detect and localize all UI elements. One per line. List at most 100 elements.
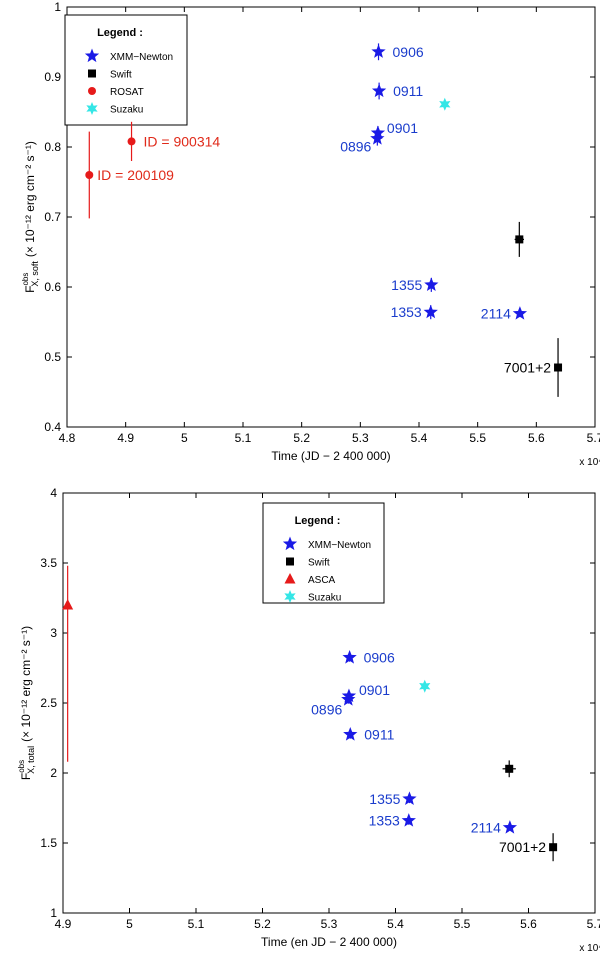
x-tick-label: 5: [126, 917, 133, 931]
data-point: 7001+2: [499, 833, 558, 862]
data-label: 0896: [340, 139, 371, 155]
data-point: 0906: [371, 43, 424, 61]
x-tick-label: 4.9: [55, 917, 72, 931]
y-axis-label-main: F: [23, 286, 37, 293]
y-tick-label: 0.6: [44, 280, 61, 294]
data-point: 2114: [481, 306, 528, 322]
y-tick-label: 3.5: [40, 556, 57, 570]
y-axis-label: FobsX, total (× 10⁻¹² erg cm⁻² s⁻¹): [17, 626, 36, 780]
data-label: ID = 900314: [144, 133, 221, 149]
marker-star: [423, 304, 438, 319]
y-axis-label-sub: X, total: [26, 746, 36, 774]
x-axis-label: Time (JD − 2 400 000): [271, 449, 390, 463]
data-point: 1355: [391, 277, 439, 293]
x-axis-multiplier: x 10⁴: [579, 457, 600, 468]
marker-triangle: [62, 599, 74, 610]
data-label: 1353: [391, 304, 422, 320]
data-point: 2114: [471, 820, 518, 836]
y-axis-label-units: (× 10⁻¹² erg cm⁻² s⁻¹): [19, 626, 33, 742]
marker-square: [515, 235, 524, 244]
y-axis-label-sup: obs: [17, 760, 26, 773]
data-point: 0896: [340, 131, 385, 155]
data-point: 0911: [371, 82, 423, 100]
marker-star: [371, 44, 386, 58]
x-tick-label: 5.4: [387, 917, 404, 931]
data-point: ID = 200109: [85, 131, 174, 219]
x-tick-label: 5.3: [352, 431, 369, 445]
data-point: 1355: [369, 791, 417, 807]
data-point: [439, 97, 451, 111]
legend: Legend : XMM−Newton Swift ROSAT Suzaku: [64, 14, 188, 126]
x-tick-label: 4.9: [117, 431, 134, 445]
legend-marker-triangle: [284, 573, 296, 584]
data-label: 7001+2: [504, 360, 551, 376]
x-tick-label: 5.7: [587, 917, 600, 931]
marker-square: [549, 843, 558, 852]
marker-circle: [85, 171, 94, 179]
data-point: [62, 565, 74, 762]
data-label: 0896: [311, 702, 342, 718]
data-point: [514, 221, 525, 257]
y-axis-label-sup: obs: [21, 273, 30, 286]
legend-marker-star6: [284, 590, 296, 603]
data-point: 0911: [343, 727, 395, 743]
y-tick-label: 0.7: [44, 210, 61, 224]
y-tick-label: 4: [50, 486, 57, 500]
marker-star6: [439, 97, 451, 111]
data-label: 0911: [364, 727, 394, 743]
data-label: 0906: [393, 44, 424, 60]
legend-marker-square: [88, 69, 96, 78]
marker-star: [370, 131, 385, 145]
legend-title: Legend :: [97, 27, 143, 39]
x-tick-label: 5.6: [520, 917, 537, 931]
x-tick-label: 5.5: [454, 917, 471, 931]
legend-box: [262, 502, 385, 604]
data-label: 0901: [359, 682, 390, 698]
data-label: ID = 200109: [97, 167, 174, 183]
x-tick-label: 5.5: [469, 431, 486, 445]
y-axis-label-units: (× 10⁻¹² erg cm⁻² s⁻¹): [23, 141, 37, 257]
y-axis-label-main: F: [19, 773, 33, 780]
data-label: 2114: [481, 306, 511, 322]
marker-star: [343, 727, 358, 741]
y-axis-label-sub: X, soft: [30, 261, 40, 287]
legend-marker-square: [286, 557, 294, 566]
y-tick-label: 1.5: [40, 836, 57, 850]
x-tick-label: 5.3: [321, 917, 338, 931]
y-tick-label: 0.9: [44, 70, 61, 84]
marker-square: [505, 764, 514, 773]
data-point: [419, 679, 431, 693]
y-tick-label: 0.4: [44, 420, 61, 434]
chart-panel-1: 4.8 4.9 5 5.1 5.2 5.3 5.4 5.5 5.6 5.7 0.4 0.5 0.6 0.7…: [21, 0, 600, 468]
marker-square: [554, 363, 563, 372]
data-point: 1353: [391, 304, 438, 320]
data-label: 0906: [364, 650, 395, 666]
data-label: 1355: [369, 791, 400, 807]
y-tick-label: 2: [50, 766, 57, 780]
y-tick-label: 1: [54, 0, 61, 14]
x-tick-label: 4.8: [59, 431, 76, 445]
x-axis-multiplier: x 10⁴: [579, 943, 600, 954]
marker-star: [502, 820, 518, 834]
legend-label: XMM−Newton: [110, 52, 173, 63]
x-tick-label: 5.6: [528, 431, 545, 445]
y-tick-label: 0.8: [44, 140, 61, 154]
marker-star: [401, 813, 416, 827]
data-point: 0906: [342, 650, 395, 666]
x-tick-label: 5.2: [293, 431, 310, 445]
x-tick-label: 5.7: [587, 431, 600, 445]
legend: Legend : XMM−Newton Swift ASCA Suzaku: [262, 502, 385, 604]
y-tick-label: 3: [50, 626, 57, 640]
legend-label: Swift: [110, 70, 132, 81]
legend-label: ROSAT: [110, 87, 144, 98]
legend-label: Swift: [308, 558, 330, 569]
data-point: 0896: [311, 692, 356, 718]
legend-title: Legend :: [295, 515, 341, 527]
data-label: 0911: [393, 83, 423, 99]
marker-star: [402, 791, 417, 805]
data-label: 1355: [391, 277, 422, 293]
data-point: [502, 760, 516, 778]
marker-star6: [419, 679, 431, 693]
chart-panel-2: 4.9 5 5.1 5.2 5.3 5.4 5.5 5.6 5.7 1 1.5 2 2.5 3 3.5 4 Ti…: [17, 486, 600, 954]
